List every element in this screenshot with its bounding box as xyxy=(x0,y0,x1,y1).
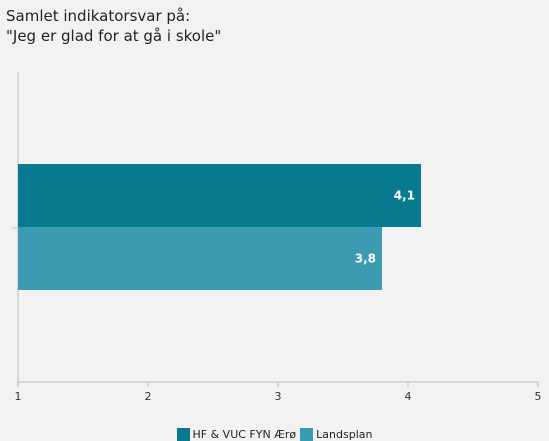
bar-landsplan xyxy=(18,227,382,290)
legend-item-hf-vuc: HF & VUC FYN Ærø xyxy=(176,428,297,441)
bar-label-hf-vuc: 4,1 xyxy=(394,189,415,203)
legend-label-landsplan: Landsplan xyxy=(316,428,373,441)
chart-title-line-1: Samlet indikatorsvar på: xyxy=(6,7,191,25)
legend-swatch-hf-vuc xyxy=(176,428,190,441)
legend-label-hf-vuc: HF & VUC FYN Ærø xyxy=(192,428,297,441)
legend: HF & VUC FYN Ærø Landsplan xyxy=(0,428,549,441)
x-tick-label-3: 3 xyxy=(275,390,282,403)
legend-swatch-landsplan xyxy=(300,428,314,441)
x-tick-label-2: 2 xyxy=(145,390,152,403)
chart-title: Samlet indikatorsvar på: "Jeg er glad fo… xyxy=(6,6,221,46)
chart-title-line-2: "Jeg er glad for at gå i skole" xyxy=(6,27,222,45)
bar-label-landsplan: 3,8 xyxy=(355,252,376,266)
x-tick-label-4: 4 xyxy=(405,390,412,403)
x-tick-label-1: 1 xyxy=(15,390,22,403)
legend-item-landsplan: Landsplan xyxy=(300,428,372,441)
x-tick-label-5: 5 xyxy=(535,390,542,403)
bar-hf-vuc xyxy=(18,164,421,227)
